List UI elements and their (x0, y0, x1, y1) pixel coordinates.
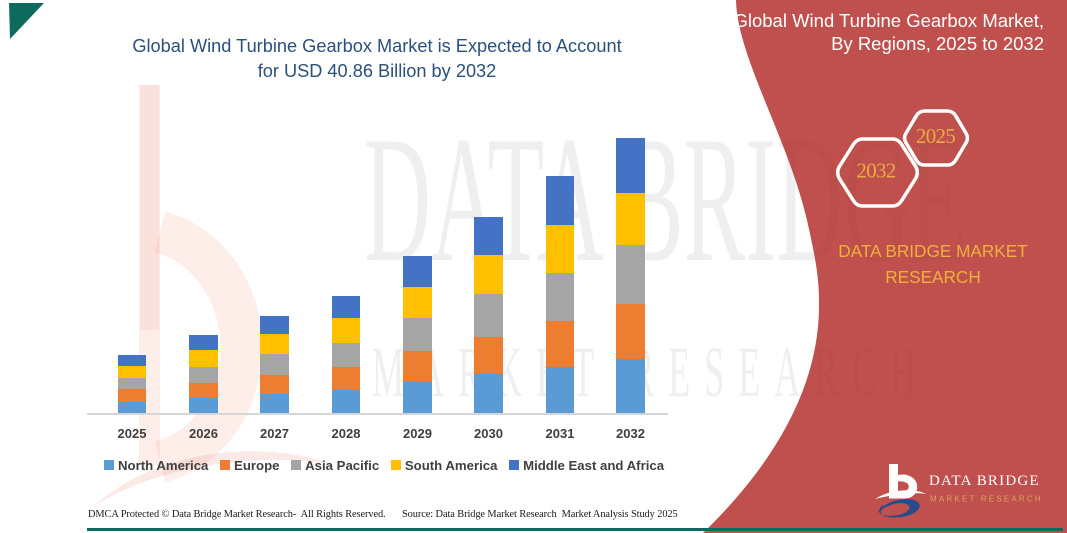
svg-text:DATA BRIDGE: DATA BRIDGE (929, 473, 1040, 489)
svg-text:DATA BRIDGE: DATA BRIDGE (364, 100, 967, 300)
svg-text:2025: 2025 (916, 124, 955, 148)
svg-text:MARKET RESEARCH: MARKET RESEARCH (372, 333, 930, 413)
svg-text:MARKET RESEARCH: MARKET RESEARCH (930, 495, 1043, 504)
svg-text:2032: 2032 (856, 159, 895, 183)
